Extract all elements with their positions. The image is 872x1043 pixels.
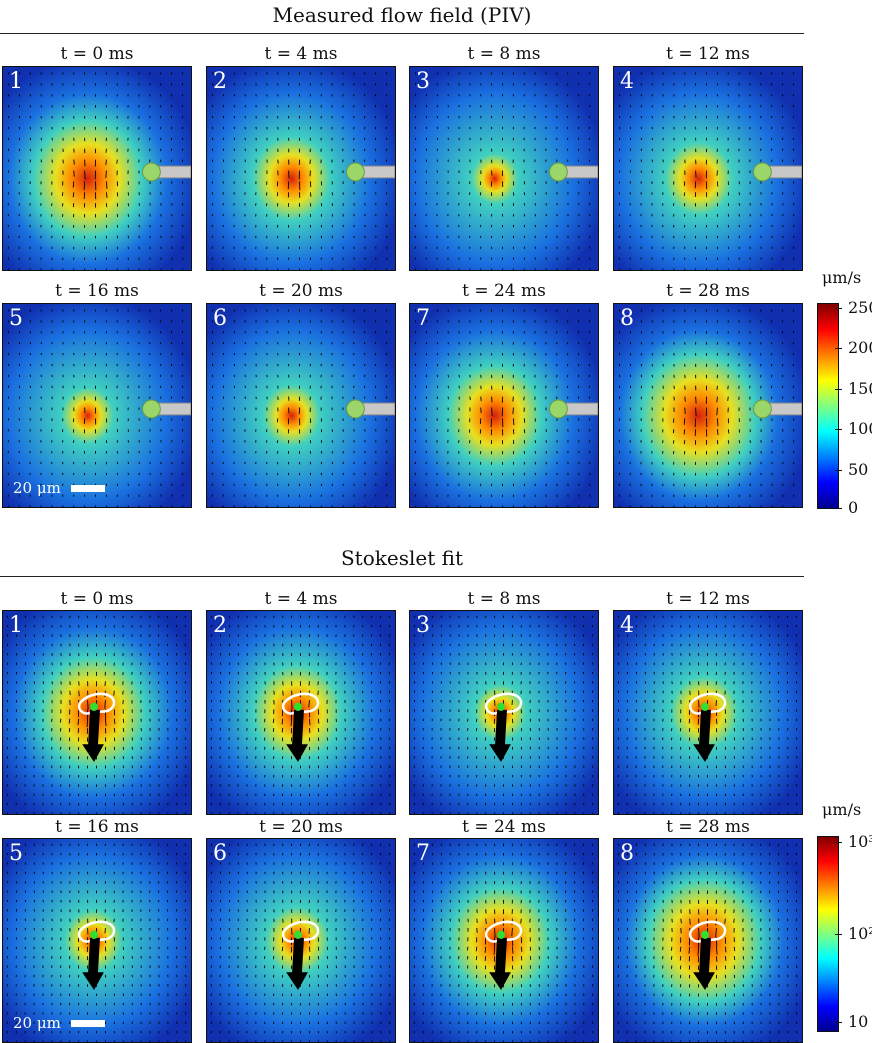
piv-panel-7: 7 [409,303,599,508]
bead-icon [143,400,161,418]
panel-number: 3 [416,69,430,94]
stokes-panel-1: 1 [2,610,192,815]
bottom-section-title: Stokeslet fit [0,546,804,570]
panel-number: 2 [213,69,227,94]
panel-number: 4 [620,69,634,94]
piv-panel-5: 5 20 μm [2,303,192,508]
scale-bar-line [71,485,105,492]
bead-icon [550,163,568,181]
top-panel-7-time: t = 24 ms [409,281,599,301]
flow-arrow [685,397,686,402]
top-panel-4-time: t = 12 ms [613,44,803,64]
bottom-panel-8-time: t = 28 ms [613,817,803,837]
flow-arrow [74,160,75,165]
top-colorbar-unit: μm/s [822,268,861,287]
flow-arrow [717,407,718,415]
panel-number: 4 [620,613,634,638]
piv-panel-1: 1 [2,66,192,271]
panel-number: 5 [9,306,23,331]
bottom-panel-5-time: t = 16 ms [2,817,192,837]
bead-icon [347,163,365,181]
top-cbar-tick: 150 [848,381,872,397]
bottom-panel-7-time: t = 24 ms [409,817,599,837]
flow-arrow [717,429,718,435]
stokeslet-center-icon [90,703,98,711]
bead-icon [754,163,772,181]
bottom-panel-2-time: t = 4 ms [206,589,396,609]
bottom-panel-6-time: t = 20 ms [206,817,396,837]
flow-arrow [114,691,115,696]
bottom-panel-3-time: t = 8 ms [409,589,599,609]
bead-icon [143,163,161,181]
top-cbar-tick: 0 [848,500,858,516]
bead-icon [550,400,568,418]
piv-panel-8: 8 [613,303,803,508]
piv-panel-3: 3 [409,66,599,271]
flow-arrow [106,160,107,166]
top-cbar-tick: 200 [848,340,872,356]
flow-arrow [282,719,283,725]
flow-arrow [717,418,718,426]
scale-bar-top: 20 μm [13,479,105,497]
bead-icon [754,400,772,418]
top-section-rule [0,33,804,34]
flow-arrow [717,397,718,403]
bottom-section-rule [0,576,804,577]
top-panel-8-time: t = 28 ms [613,281,803,301]
panel-number: 6 [213,306,227,331]
flow-arrow [684,429,685,434]
panel-number: 8 [620,306,634,331]
stokes-panel-4: 4 [613,610,803,815]
panel-number: 2 [213,613,227,638]
top-panel-3-time: t = 8 ms [409,44,599,64]
bead-icon [347,400,365,418]
flow-arrow [114,719,115,724]
flow-arrow [309,719,310,725]
flow-arrow [309,700,310,707]
flow-arrow [106,181,107,189]
top-panel-6-time: t = 20 ms [206,281,396,301]
flow-arrow [106,170,107,178]
flow-arrow [105,700,106,709]
top-section-title: Measured flow field (PIV) [0,3,804,27]
bottom-panel-4-time: t = 12 ms [613,589,803,609]
stokeslet-center-icon [701,703,709,711]
stokeslet-center-icon [497,703,505,711]
flow-arrow [73,192,74,197]
top-panel-2-time: t = 4 ms [206,44,396,64]
stokes-panel-3: 3 [409,610,599,815]
top-cbar-tick: 250 [848,300,872,316]
stokeslet-center-icon [294,703,302,711]
flow-arrow [106,192,107,198]
piv-panel-2: 2 [206,66,396,271]
piv-panel-6: 6 [206,303,396,508]
flow-arrow [79,691,80,697]
panel-number: 3 [416,613,430,638]
top-cbar-tick: 100 [848,421,872,437]
top-colorbar [817,303,839,509]
piv-panel-4: 4 [613,66,803,271]
stokes-panel-5: 5 20 μm [2,838,192,1043]
stokes-panel-2: 2 [206,610,396,815]
top-panel-1-time: t = 0 ms [2,44,192,64]
top-cbar-tick: 50 [848,462,868,478]
flow-arrow [728,429,729,433]
panel-number: 7 [416,306,430,331]
bottom-panel-1-time: t = 0 ms [2,589,192,609]
scale-label: 20 μm [13,479,61,497]
panel-number: 1 [9,69,23,94]
panel-number: 1 [9,613,23,638]
top-panel-5-time: t = 16 ms [2,281,192,301]
flow-arrow [728,397,729,401]
